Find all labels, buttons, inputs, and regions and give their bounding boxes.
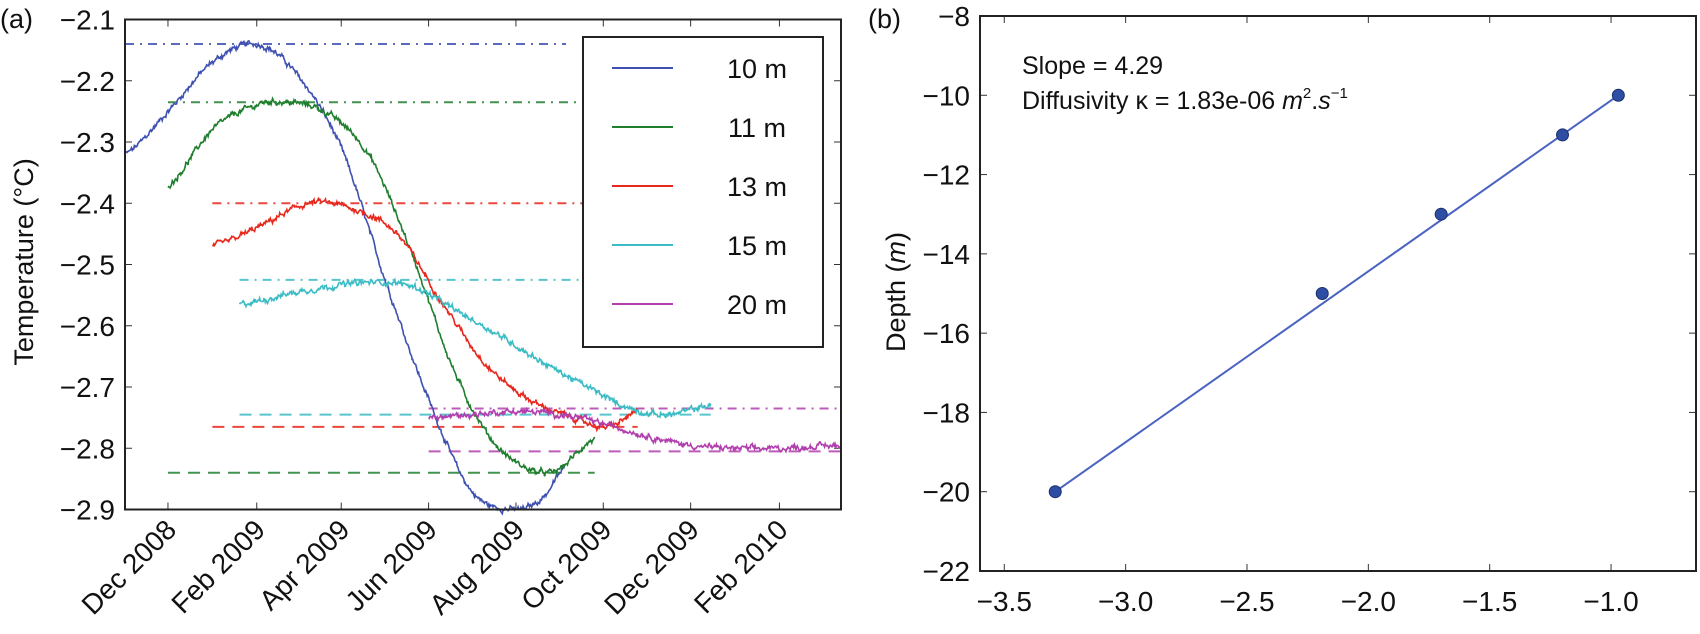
- depth-label-close: ): [881, 232, 911, 241]
- panel-b-frame: [979, 15, 1697, 572]
- y-tick-label: −2.9: [60, 495, 115, 526]
- data-point: [1434, 207, 1448, 221]
- series-line-15m: [238, 277, 712, 419]
- y-tick-label: −12: [923, 160, 971, 191]
- diffusivity-unit-m-exponent: 2: [1303, 85, 1311, 102]
- y-tick-label: −2.3: [60, 127, 115, 158]
- y-tick-label: −22: [923, 556, 971, 587]
- series-line-11m: [167, 96, 596, 477]
- panel-b-label: (b): [868, 4, 901, 34]
- data-point: [1315, 287, 1329, 300]
- x-tick-label: −2.5: [1219, 586, 1274, 617]
- fit-line: [1054, 94, 1619, 493]
- y-tick-label: −2.6: [60, 311, 115, 342]
- panel-a-y-ticks: −2.1 −2.2 −2.3 −2.4 −2.5 −2.6 −2.7 −2.8 −2.9: [60, 5, 841, 526]
- panel-a: (a) −2.1 −2.2 −2.3 −2.4 −2.5 −2.6 −2.7 −2.8 −2.9…: [0, 4, 842, 621]
- x-tick-label: −1.5: [1462, 586, 1517, 617]
- y-tick-label: −2.2: [60, 66, 115, 97]
- diffusivity-prefix: Diffusivity κ = 1.83e-06: [1022, 87, 1282, 115]
- data-point: [1556, 128, 1570, 142]
- panel-a-series: [124, 40, 842, 516]
- diffusivity-unit-m: m: [1282, 87, 1303, 115]
- x-tick-label: −3.0: [1098, 586, 1153, 617]
- series-line-20m: [427, 406, 842, 454]
- legend-box: [582, 36, 824, 348]
- diffusivity-unit-dot: .: [1311, 87, 1318, 115]
- y-tick-label: −8: [938, 1, 970, 32]
- panel-b-points: [1048, 88, 1625, 499]
- x-tick-label: Feb 2010: [688, 514, 794, 620]
- legend-label: 20 m: [727, 290, 787, 320]
- legend-label: 15 m: [727, 231, 787, 261]
- diffusivity-annotation: Diffusivity κ = 1.83e-06 m2.s−1: [1022, 85, 1348, 115]
- panel-b-y-axis-title: Depth (m): [881, 232, 911, 352]
- slope-annotation: Slope = 4.29: [1022, 52, 1163, 80]
- series-line-13m: [211, 196, 639, 433]
- x-tick-label: Apr 2009: [253, 514, 355, 616]
- panel-b-x-ticks: −3.5 −3.0 −2.5 −2.0 −1.5 −1.0: [977, 16, 1639, 617]
- y-tick-label: −2.5: [60, 250, 115, 281]
- y-tick-label: −10: [923, 80, 971, 111]
- depth-label-text: Depth (: [881, 263, 911, 352]
- x-tick-label: −3.5: [977, 586, 1032, 617]
- diffusivity-unit-s: s: [1318, 87, 1331, 115]
- legend-label: 11 m: [728, 113, 786, 143]
- y-tick-label: −14: [923, 239, 971, 270]
- panel-a-legend: 10 m 11 m 13 m 15 m 20 m: [582, 36, 824, 348]
- diffusivity-unit-s-exponent: −1: [1331, 85, 1348, 102]
- legend-label: 10 m: [727, 54, 787, 84]
- y-tick-label: −18: [923, 397, 971, 428]
- panel-a-y-axis-title: Temperature (°C): [9, 158, 39, 365]
- panel-a-frame: [124, 18, 842, 511]
- panel-b: (b) −8−10−12−14−16−18−20−22 −3.5 −3.0 −2.5…: [868, 1, 1697, 617]
- y-tick-label: −2.8: [60, 433, 115, 464]
- series-line-10m: [124, 40, 567, 516]
- x-tick-label: Feb 2009: [165, 514, 271, 620]
- y-tick-label: −2.1: [60, 5, 115, 36]
- panel-b-fit-line: [1054, 94, 1619, 493]
- y-tick-label: −16: [923, 318, 971, 349]
- depth-unit: m: [881, 241, 911, 264]
- x-tick-label: −2.0: [1341, 586, 1396, 617]
- y-tick-label: −2.4: [60, 188, 115, 219]
- data-point: [1611, 88, 1625, 102]
- x-tick-label: Dec 2009: [598, 514, 705, 621]
- y-tick-label: −2.7: [60, 372, 115, 403]
- x-tick-label: −1.0: [1583, 586, 1638, 617]
- x-tick-label: Dec 2008: [76, 514, 183, 621]
- x-tick-label: Aug 2009: [423, 514, 530, 621]
- legend-label: 13 m: [727, 172, 787, 202]
- data-point: [1048, 485, 1062, 499]
- panel-a-label: (a): [0, 4, 33, 34]
- y-tick-label: −20: [923, 477, 971, 508]
- panel-b-y-ticks: −8−10−12−14−16−18−20−22: [923, 1, 1696, 587]
